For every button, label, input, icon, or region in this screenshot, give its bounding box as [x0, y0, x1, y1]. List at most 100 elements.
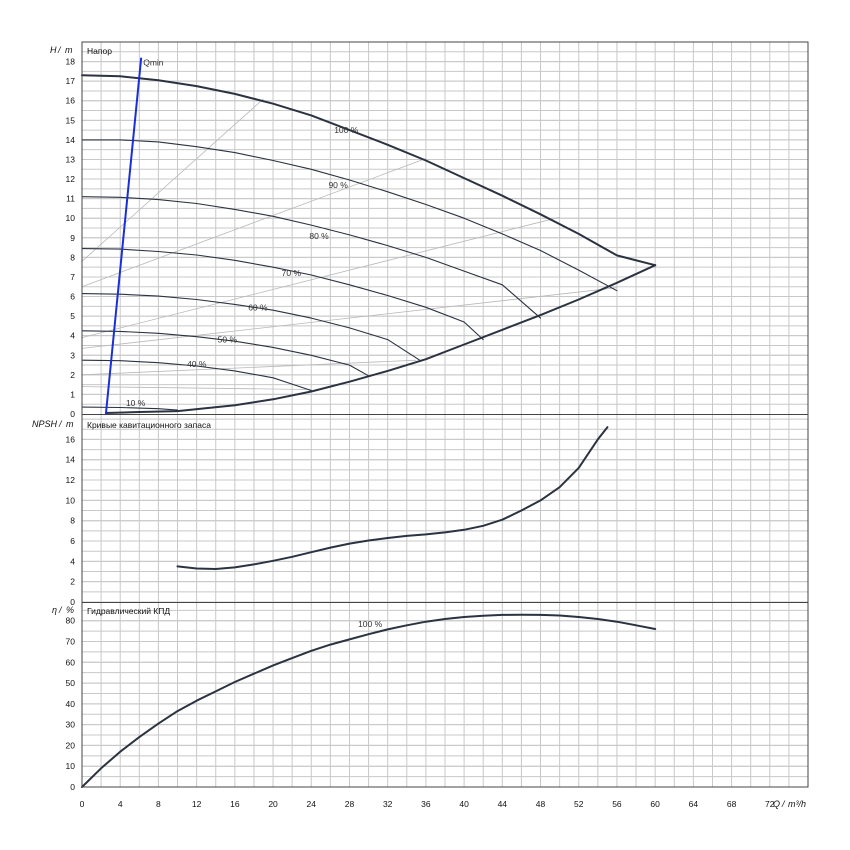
y-tick-label: 20 [66, 740, 76, 750]
npsh-ylabel-sym: NPSH [32, 419, 58, 429]
y-tick-label: 14 [66, 455, 76, 465]
x-tick-label: 24 [307, 799, 317, 809]
y-tick-label: 6 [70, 536, 75, 546]
head-panel-title: Напор [87, 46, 112, 56]
speed-curve-label: 40 % [187, 359, 207, 369]
x-tick-label: 12 [192, 799, 202, 809]
speed-curve-label: 10 % [126, 398, 146, 408]
qmin-label: Qmin [143, 58, 164, 68]
y-tick-label: 1 [70, 389, 75, 399]
x-axis-title-unit: m³/h [788, 799, 806, 809]
iso-efficiency-guide-line [81, 158, 427, 288]
speed-curve-label: 80 % [309, 231, 329, 241]
y-tick-label: 7 [70, 272, 75, 282]
y-tick-label: 40 [66, 699, 76, 709]
iso-efficiency-guide-line [81, 386, 312, 390]
npsh-curve-main [176, 426, 609, 570]
speed-curve-label: 60 % [248, 302, 268, 312]
y-tick-label: 2 [70, 577, 75, 587]
qmin-line [104, 57, 143, 415]
y-tick-label: 6 [70, 292, 75, 302]
iso-efficiency-guide-line [81, 359, 417, 376]
eff-curve-100 [81, 613, 657, 788]
speed-curve-label: 100 % [334, 125, 359, 135]
y-tick-label: 13 [66, 154, 76, 164]
x-tick-label: 16 [230, 799, 240, 809]
y-tick-label: 10 [66, 495, 76, 505]
x-tick-label: 28 [345, 799, 355, 809]
y-tick-label: 0 [70, 409, 75, 419]
y-tick-label: 8 [70, 516, 75, 526]
head-curve-90 [81, 139, 618, 292]
speed-curve-label: 70 % [282, 268, 302, 278]
y-tick-label: 14 [66, 135, 76, 145]
head-curve-100 [81, 74, 657, 267]
y-tick-label: 8 [70, 252, 75, 262]
head-curve-10 [81, 406, 179, 411]
iso-efficiency-guide-line [81, 287, 617, 349]
y-tick-label: 70 [66, 636, 76, 646]
y-tick-label: 2 [70, 370, 75, 380]
y-tick-label: 9 [70, 233, 75, 243]
x-tick-label: 44 [498, 799, 508, 809]
y-tick-label: 50 [66, 678, 76, 688]
operating-limit-curve [104, 264, 657, 414]
y-tick-label: 3 [70, 350, 75, 360]
chart-frame [81, 41, 809, 788]
y-tick-label: 12 [66, 475, 76, 485]
y-tick-label: 30 [66, 720, 76, 730]
eff-ylabel-slash: / [58, 605, 63, 615]
x-tick-label: 4 [118, 799, 123, 809]
x-tick-label: 20 [268, 799, 278, 809]
x-tick-label: 32 [383, 799, 393, 809]
eff-ylabel-unit: % [66, 605, 74, 615]
head-curve-60 [81, 293, 422, 362]
x-tick-label: 40 [459, 799, 469, 809]
x-tick-label: 36 [421, 799, 431, 809]
head-ylabel-sym: H [50, 45, 57, 55]
npsh-panel-title: Кривые кавитационного запаса [87, 420, 211, 430]
x-tick-label: 52 [574, 799, 584, 809]
y-tick-label: 11 [66, 194, 75, 204]
y-tick-label: 60 [66, 657, 76, 667]
y-tick-label: 16 [66, 434, 76, 444]
head-ylabel-slash: / [57, 45, 62, 55]
y-tick-label: 10 [66, 761, 76, 771]
y-tick-label: 4 [70, 556, 75, 566]
x-tick-label: 72 [765, 799, 775, 809]
head-ylabel-unit: m [65, 45, 73, 55]
head-curve-panel: 100 % 90 % 80 % 70 % 60 % 50 % 40 % 10 % Qmin 0 1… [50, 42, 808, 419]
head-curve-40 [81, 359, 312, 392]
speed-curve-label: 100 % [358, 619, 383, 629]
npsh-curve-panel: 0 2 4 6 8 10 12 14 16 Кривые кавитационного запа… [32, 414, 808, 607]
y-tick-label: 0 [70, 597, 75, 607]
y-tick-label: 15 [66, 115, 76, 125]
x-axis-ticks: 0 4 8 12 16 20 24 28 32 36 40 44 48 52 56 60 64 68 72 [80, 799, 775, 809]
y-tick-label: 4 [70, 331, 75, 341]
y-tick-label: 80 [66, 616, 76, 626]
y-tick-label: 17 [66, 76, 76, 86]
x-tick-label: 56 [612, 799, 622, 809]
iso-efficiency-guide-line [81, 98, 264, 262]
y-tick-label: 16 [66, 96, 76, 106]
npsh-ylabel-unit: m [66, 419, 74, 429]
speed-curve-label: 50 % [218, 335, 238, 345]
head-curve-70 [81, 248, 484, 341]
x-tick-label: 8 [156, 799, 161, 809]
head-curve-80 [81, 196, 542, 319]
npsh-ylabel-slash: / [58, 419, 63, 429]
x-axis-title-sym: Q [773, 799, 780, 809]
efficiency-curve-panel: 100 % 0 10 20 30 40 50 60 70 80 Гидравлический К… [52, 602, 808, 792]
x-tick-label: 68 [727, 799, 737, 809]
x-tick-label: 60 [650, 799, 660, 809]
x-tick-label: 0 [80, 799, 85, 809]
eff-ylabel-sym: η [52, 605, 57, 615]
x-axis-title-slash: / [781, 799, 786, 809]
x-tick-label: 64 [689, 799, 699, 809]
y-tick-label: 10 [66, 213, 76, 223]
x-tick-label: 48 [536, 799, 546, 809]
y-tick-label: 5 [70, 311, 75, 321]
y-tick-label: 18 [66, 57, 76, 67]
y-tick-label: 12 [66, 174, 76, 184]
